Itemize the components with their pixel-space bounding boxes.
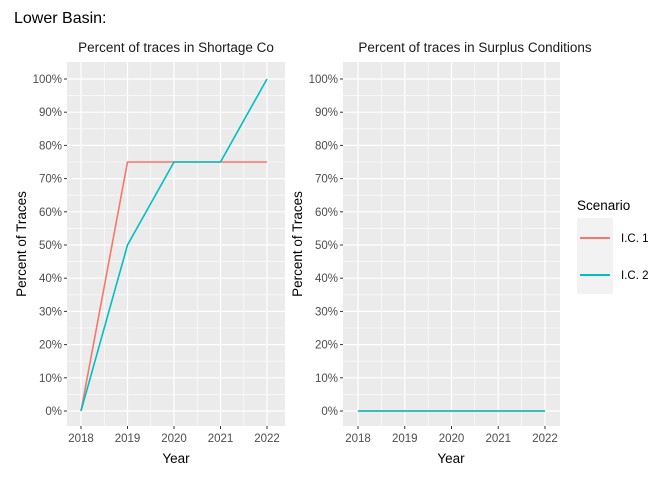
legend: Scenario I.C. 1 I.C. 2 xyxy=(577,198,648,294)
surplus-x-tick-labels: 2018 2019 2020 2021 2022 xyxy=(345,433,558,445)
shortage-x-tick-labels: 2018 2019 2020 2021 2022 xyxy=(68,433,280,445)
shortage-plot-background xyxy=(67,62,285,426)
legend-title: Scenario xyxy=(577,198,630,213)
shortage-y-tick-label: 70% xyxy=(39,174,62,186)
shortage-y-tick-label: 40% xyxy=(39,273,62,285)
surplus-y-tick-label: 50% xyxy=(315,240,338,252)
surplus-y-tick-label: 100% xyxy=(309,74,338,86)
surplus-y-tick-label: 60% xyxy=(315,207,338,219)
shortage-panel-title: Percent of traces in Shortage Co xyxy=(78,40,274,55)
shortage-y-tick-label: 20% xyxy=(39,340,62,352)
surplus-y-tick-label: 70% xyxy=(315,174,338,186)
surplus-panel-title: Percent of traces in Surplus Conditions xyxy=(358,40,592,55)
surplus-x-tick-label: 2020 xyxy=(439,433,465,445)
shortage-y-tick-label: 60% xyxy=(39,207,62,219)
shortage-series-lines xyxy=(80,78,268,412)
shortage-series-line-ic2 xyxy=(80,78,268,412)
surplus-x-tick-label: 2019 xyxy=(392,433,418,445)
surplus-y-tick-labels: 0% 10% 20% 30% 40% 50% 60% 70% 80% 90% 100% xyxy=(309,74,338,418)
surplus-y-tick-label: 0% xyxy=(321,406,338,418)
surplus-y-tick-label: 10% xyxy=(315,373,338,385)
page-title: Lower Basin: xyxy=(14,10,107,27)
surplus-y-tick-label: 40% xyxy=(315,273,338,285)
shortage-y-tick-label: 50% xyxy=(39,240,62,252)
shortage-x-tick-label: 2018 xyxy=(68,433,94,445)
legend-key-background xyxy=(577,218,613,294)
legend-label-ic1: I.C. 1 xyxy=(621,233,648,245)
surplus-y-tick-label: 80% xyxy=(315,140,338,152)
shortage-y-tick-label: 80% xyxy=(39,140,62,152)
shortage-y-tick-label: 0% xyxy=(45,406,62,418)
legend-label-ic2: I.C. 2 xyxy=(621,270,648,282)
shortage-y-axis-label: Percent of Traces xyxy=(14,191,29,297)
shortage-y-tick-label: 90% xyxy=(39,107,62,119)
surplus-y-tick-label: 30% xyxy=(315,306,338,318)
shortage-x-tick-label: 2021 xyxy=(208,433,234,445)
surplus-x-tick-label: 2018 xyxy=(345,433,371,445)
surplus-x-axis-label: Year xyxy=(437,451,465,466)
shortage-y-tick-labels: 0% 10% 20% 30% 40% 50% 60% 70% 80% 90% 100% xyxy=(33,74,62,418)
shortage-gridlines xyxy=(64,62,285,429)
surplus-y-tick-label: 90% xyxy=(315,107,338,119)
surplus-y-tick-label: 20% xyxy=(315,340,338,352)
shortage-y-tick-label: 30% xyxy=(39,306,62,318)
surplus-x-tick-label: 2021 xyxy=(485,433,511,445)
shortage-x-tick-label: 2019 xyxy=(115,433,141,445)
shortage-x-tick-label: 2022 xyxy=(254,433,280,445)
shortage-y-tick-label: 10% xyxy=(39,373,62,385)
surplus-gridlines xyxy=(340,62,560,429)
shortage-x-tick-label: 2020 xyxy=(161,433,187,445)
shortage-panel: Percent of traces in Shortage Co 0% 10% 20… xyxy=(14,40,285,466)
surplus-x-tick-label: 2022 xyxy=(532,433,558,445)
surplus-y-axis-label: Percent of Traces xyxy=(290,191,305,297)
surplus-panel: Percent of traces in Surplus Conditions … xyxy=(290,40,592,466)
shortage-x-axis-label: Year xyxy=(162,451,190,466)
shortage-y-tick-label: 100% xyxy=(33,74,62,86)
